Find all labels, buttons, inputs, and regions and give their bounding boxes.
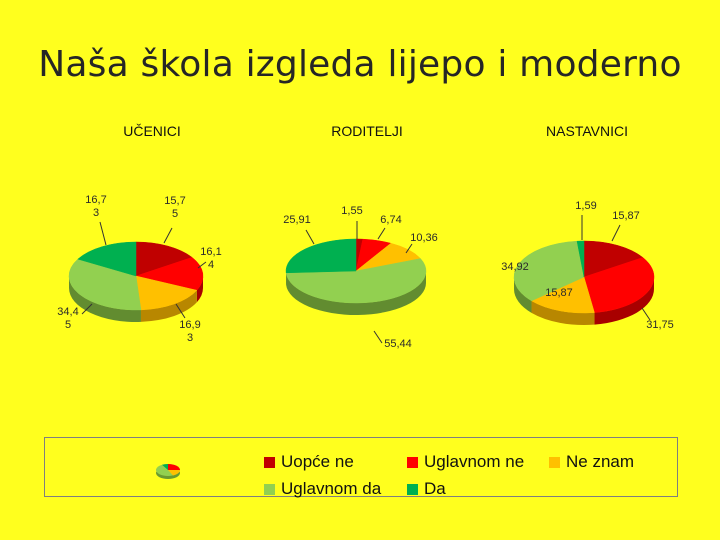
- pie-slice-uglavnom-da: [68, 258, 142, 311]
- leader-line-ne-znam: [405, 243, 413, 254]
- data-label-ne-znam: 10,36: [410, 232, 438, 244]
- data-label-ne-znam: 16,9 3: [179, 319, 200, 344]
- legend-label: Uglavnom ne: [424, 452, 525, 471]
- data-label-line: 6,74: [380, 214, 401, 226]
- legend-swatch: [407, 483, 418, 495]
- pie-slice-da: [77, 241, 137, 277]
- data-label-line: 25,91: [283, 214, 311, 226]
- data-label-line: 15,87: [612, 210, 640, 222]
- data-label-line: 1,55: [341, 205, 362, 217]
- pie-slice-uglavnom-da: [285, 258, 427, 304]
- pie-chart-2: 1,55 6,74 10,36 55,44 25,91: [283, 205, 438, 350]
- data-label-line: 5: [172, 208, 178, 220]
- leader-line-da: [305, 229, 315, 245]
- pie-slice-uglavnom-ne: [583, 257, 655, 313]
- data-label-line: 34,4: [57, 306, 78, 318]
- pie-side-uglavnom-da: [69, 276, 141, 322]
- data-label-line: 34,92: [501, 261, 529, 273]
- legend-item-ne-znam: Ne znam: [549, 452, 634, 472]
- data-label-line: 31,75: [646, 319, 674, 331]
- data-label-line: 55,44: [384, 338, 412, 350]
- chart-title-roditelji: RODITELJI: [331, 123, 403, 139]
- legend-label: Ne znam: [566, 452, 635, 471]
- legend-swatch: [549, 456, 560, 468]
- data-label-uglavnom-da: 34,4 5: [57, 306, 78, 331]
- leader-line-ne-znam: [175, 303, 186, 319]
- pie-chart-3: 15,87 31,75 15,87 34,92 1,59: [501, 200, 674, 331]
- data-label-uopce-ne: 15,7 5: [164, 195, 185, 220]
- slide-title: Naša škola izgleda lijepo i moderno: [38, 44, 682, 85]
- pie-side-ne-znam: [140, 290, 197, 322]
- leader-line-uglavnom-ne: [641, 307, 651, 321]
- pie-slice-da: [285, 238, 357, 274]
- pie-side-uglavnom-ne: [594, 277, 654, 325]
- data-label-line: 16,7: [85, 194, 106, 206]
- legend-item-uopce-ne: Uopće ne: [264, 452, 354, 472]
- pie-side-ne-znam: [531, 300, 595, 326]
- pie-slice-uglavnom-ne: [135, 257, 204, 291]
- pie-slice-uglavnom-da: [513, 240, 585, 302]
- legend-swatch: [264, 483, 275, 495]
- legend-pie-icon: [156, 464, 181, 479]
- leader-line-uglavnom-ne: [377, 227, 386, 240]
- data-label-da: 16,7 3: [85, 194, 106, 219]
- leader-line-uglavnom-ne: [197, 261, 207, 269]
- leader-line-da: [99, 221, 107, 246]
- chart-title-ucenici: UČENICI: [123, 123, 181, 139]
- data-label-line: 15,7: [164, 195, 185, 207]
- legend-item-uglavnom-ne: Uglavnom ne: [407, 452, 524, 472]
- data-label-line: 4: [208, 259, 214, 271]
- pie-side-uglavnom-da: [286, 271, 426, 316]
- pie-slice-uopce-ne: [583, 240, 644, 278]
- pie-side-uglavnom-da: [514, 277, 532, 313]
- legend-label: Uglavnom da: [281, 479, 382, 498]
- legend-swatch: [407, 456, 418, 468]
- leader-line-uopce-ne: [611, 224, 621, 242]
- data-label-line: 5: [65, 319, 71, 331]
- data-label-uopce-ne: 1,55: [341, 205, 362, 217]
- data-label-line: 1,59: [575, 200, 596, 212]
- legend-item-da: Da: [407, 479, 446, 499]
- pie-slice-ne-znam: [135, 275, 198, 311]
- pie-slice-ne-znam: [530, 276, 595, 314]
- leader-line-uglavnom-da: [81, 303, 93, 315]
- legend-label: Uopće ne: [281, 452, 354, 471]
- data-label-line: 10,36: [410, 232, 438, 244]
- data-label-da: 1,59: [575, 200, 596, 212]
- data-label-line: 3: [93, 207, 99, 219]
- data-label-uopce-ne: 15,87: [612, 210, 640, 222]
- chart-title-nastavnici: NASTAVNICI: [546, 123, 628, 139]
- legend-swatch: [264, 456, 275, 468]
- data-label-line: 3: [187, 332, 193, 344]
- data-label-line: 16,9: [179, 319, 200, 331]
- data-label-uglavnom-da: 34,92: [501, 261, 529, 273]
- pie-slice-uopce-ne: [135, 241, 193, 277]
- pie-side-uglavnom-ne: [196, 276, 203, 303]
- data-label-line: 15,87: [545, 287, 573, 299]
- data-label-da: 25,91: [283, 214, 311, 226]
- data-label-ne-znam: 15,87: [545, 287, 573, 299]
- data-label-uglavnom-ne: 16,1 4: [200, 246, 221, 271]
- legend-label: Da: [424, 479, 446, 498]
- legend-item-uglavnom-da: Uglavnom da: [264, 479, 381, 499]
- leader-line-uopce-ne: [163, 227, 173, 244]
- data-label-uglavnom-da: 55,44: [384, 338, 412, 350]
- data-label-uglavnom-ne: 6,74: [380, 214, 401, 226]
- data-label-line: 16,1: [200, 246, 221, 258]
- data-label-uglavnom-ne: 31,75: [646, 319, 674, 331]
- leader-line-uglavnom-da: [373, 330, 383, 344]
- pie-slice-da: [576, 240, 585, 278]
- pie-chart-1: 15,7 516,1 416,9 334,4 516,7 3: [57, 194, 221, 344]
- legend: Uopće ne Uglavnom ne Ne znam Uglavnom da…: [44, 437, 678, 499]
